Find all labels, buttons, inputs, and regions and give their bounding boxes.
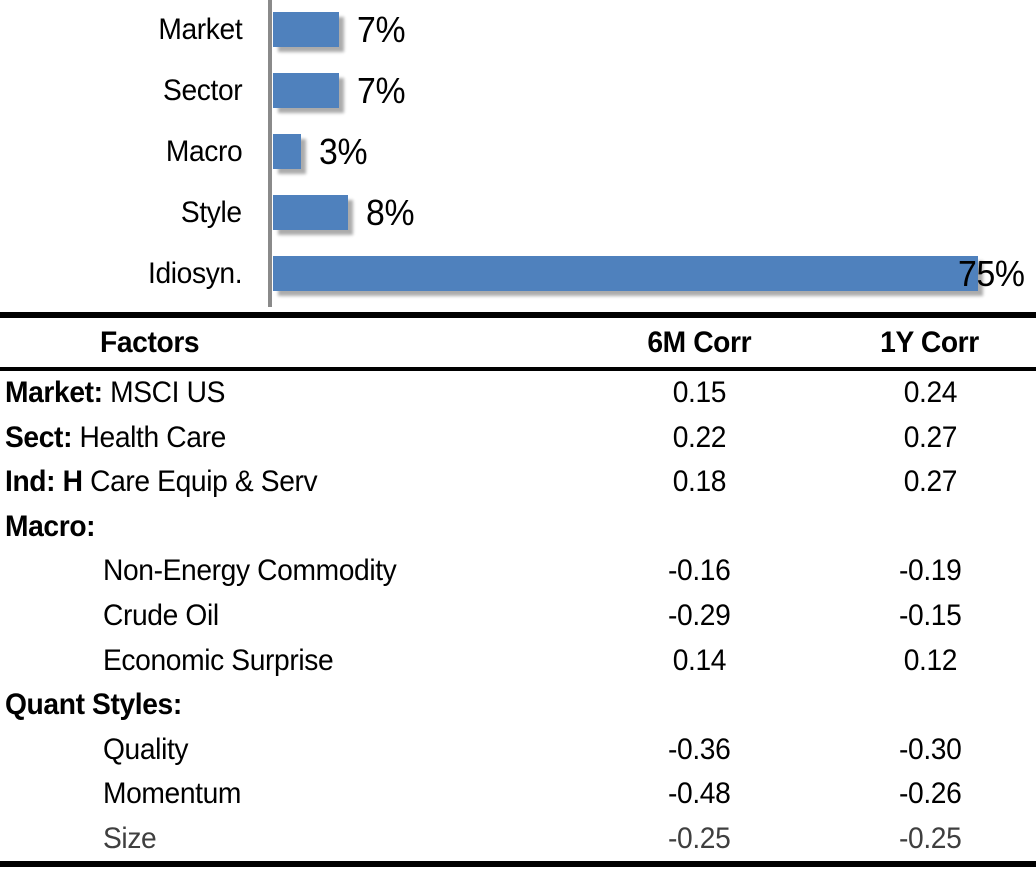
corr-6m-cell: 0.22	[672, 420, 726, 454]
factor-cell: Macro:	[5, 509, 96, 543]
corr-1y-cell: 0.24	[903, 376, 957, 410]
factor-cell: Size	[103, 821, 157, 855]
header-6m-corr: 6M Corr	[647, 325, 751, 359]
bar-category-label-market: Market	[158, 12, 242, 46]
corr-6m-cell: 0.15	[672, 376, 726, 410]
table-row-economic-surprise: Economic Surprise 0.14 0.12	[0, 638, 1036, 683]
bar-category-label-style: Style	[181, 195, 242, 229]
factor-cell: Non-Energy Commodity	[103, 554, 397, 588]
table-row-macro: Macro:	[0, 505, 1036, 550]
bar-market	[273, 12, 339, 47]
corr-6m-cell: 0.18	[672, 465, 726, 499]
bar-value-label-market: 7%	[357, 8, 406, 50]
header-factors: Factors	[100, 325, 200, 359]
factor-cell: Quality	[103, 732, 189, 766]
factor-cell: Sect: Health Care	[5, 420, 226, 454]
corr-1y-cell: -0.26	[898, 777, 962, 811]
bar-value-label-idiosyn: 75%	[958, 252, 1025, 294]
table-row-crude-oil: Crude Oil -0.29 -0.15	[0, 594, 1036, 639]
bar-value-label-macro: 3%	[319, 130, 368, 172]
table-row-non-energy-commodity: Non-Energy Commodity -0.16 -0.19	[0, 549, 1036, 594]
bar-idiosyn	[273, 256, 978, 291]
variance-bar-chart: Market 7% Sector 7% Macro 3% Style 8% Idiosyn. 75…	[0, 0, 1036, 312]
factor-cell: Momentum	[103, 777, 242, 811]
table-header-row: Factors 6M Corr 1Y Corr	[0, 318, 1036, 367]
corr-1y-cell: -0.15	[898, 599, 962, 632]
corr-6m-cell: -0.48	[667, 777, 731, 811]
bar-category-label-macro: Macro	[165, 134, 243, 168]
table-row-market-msci-us: Market: MSCI US 0.15 0.24	[0, 371, 1036, 416]
corr-6m-cell: -0.25	[667, 821, 731, 855]
corr-1y-cell: -0.19	[898, 554, 962, 588]
header-1y-corr: 1Y Corr	[880, 325, 980, 359]
table-row-momentum: Momentum -0.48 -0.26	[0, 772, 1036, 817]
factor-cell: Quant Styles:	[5, 688, 182, 722]
bar-value-label-style: 8%	[366, 191, 415, 233]
corr-6m-cell: 0.14	[672, 643, 726, 677]
chart-vertical-axis	[268, 0, 272, 307]
table-row-quant-styles: Quant Styles:	[0, 683, 1036, 728]
table-row-sect-health-care: Sect: Health Care 0.22 0.27	[0, 416, 1036, 461]
table-top-rule	[0, 312, 1036, 318]
table-row-ind-h-care-equip-serv: Ind: H Care Equip & Serv 0.18 0.27	[0, 460, 1036, 505]
corr-6m-cell: -0.16	[667, 554, 731, 588]
bar-category-label-sector: Sector	[162, 73, 243, 107]
corr-1y-cell: -0.30	[898, 732, 962, 766]
corr-1y-cell: 0.27	[903, 420, 957, 454]
bar-macro	[273, 134, 301, 169]
factor-cell: Crude Oil	[103, 599, 219, 632]
bar-category-label-idiosyn: Idiosyn.	[147, 256, 243, 290]
table-bottom-rule	[0, 861, 1036, 867]
table-row-quality: Quality -0.36 -0.30	[0, 727, 1036, 772]
correlation-table-body: Market: MSCI US 0.15 0.24 Sect: Health Care…	[0, 371, 1036, 861]
factor-cell: Ind: H Care Equip & Serv	[5, 465, 318, 499]
table-row-size: Size -0.25 -0.25	[0, 816, 1036, 861]
corr-1y-cell: 0.27	[903, 465, 957, 499]
corr-1y-cell: 0.12	[903, 643, 957, 677]
corr-1y-cell: -0.25	[898, 821, 962, 855]
bar-style	[273, 195, 348, 230]
factor-cell: Economic Surprise	[103, 643, 334, 677]
corr-6m-cell: -0.29	[667, 599, 731, 632]
bar-value-label-sector: 7%	[357, 69, 406, 111]
table-header-rule	[0, 367, 1036, 371]
factor-cell: Market: MSCI US	[5, 376, 226, 410]
corr-6m-cell: -0.36	[667, 732, 731, 766]
bar-sector	[273, 73, 339, 108]
